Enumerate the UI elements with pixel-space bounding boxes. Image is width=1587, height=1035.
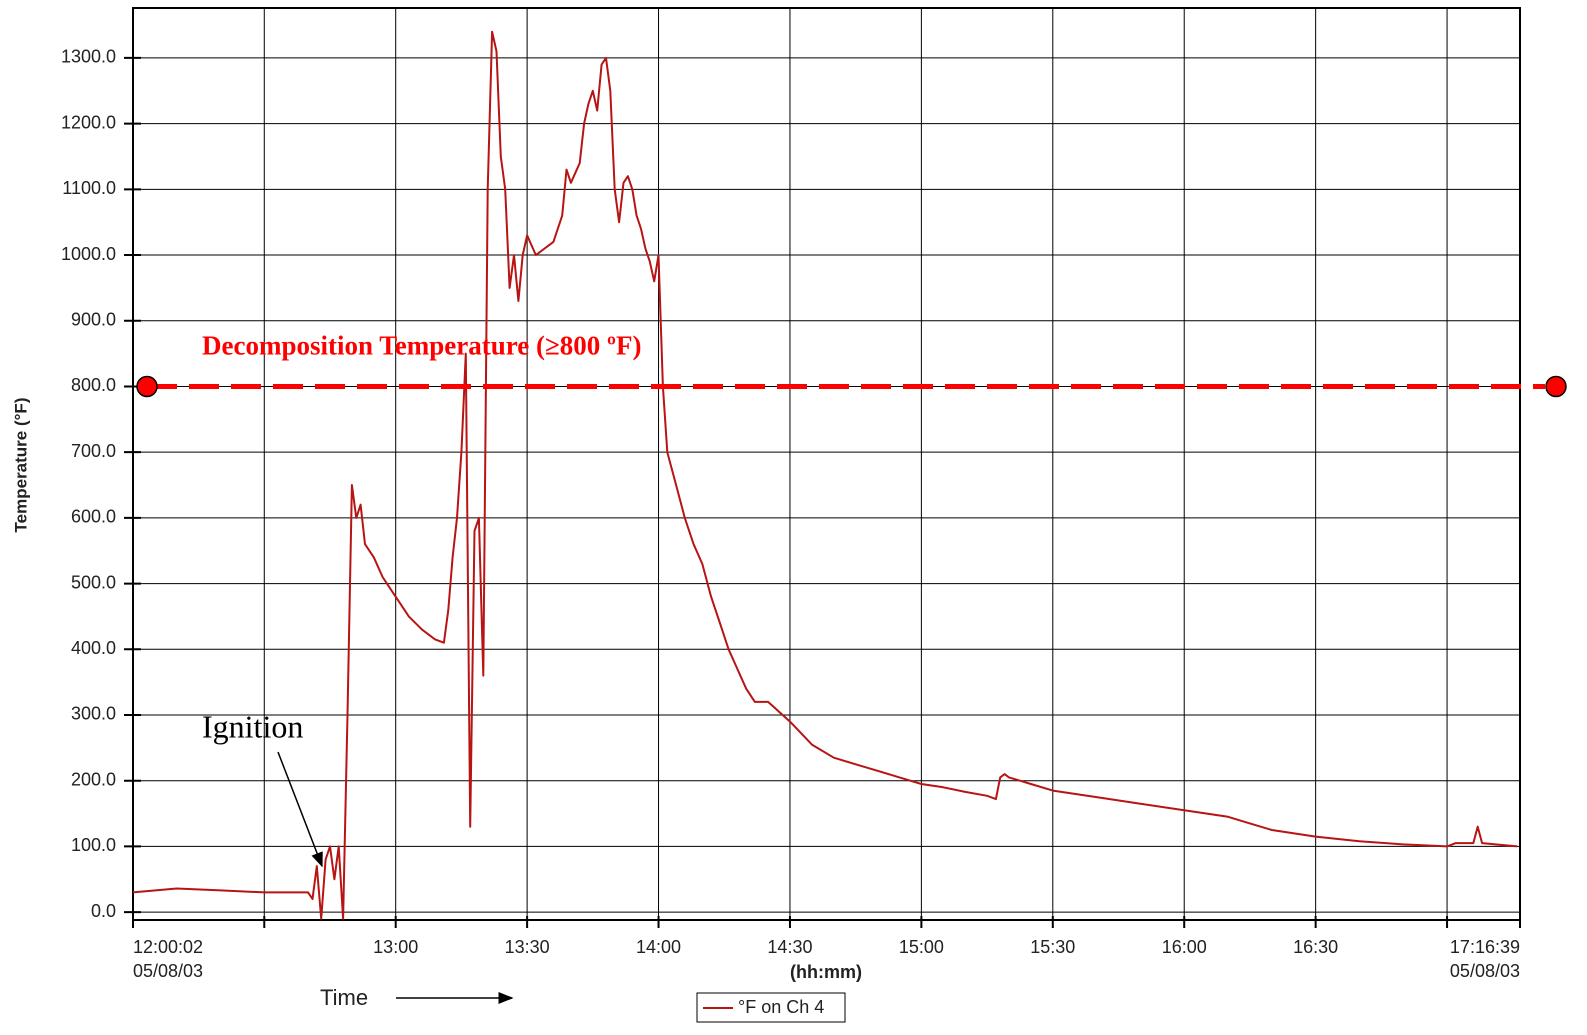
y-axis-label: Temperature (°F) (11, 398, 30, 533)
time-note: Time (320, 985, 368, 1010)
y-tick-label: 400.0 (71, 638, 116, 658)
x-tick-label: 12:00:02 (133, 937, 203, 957)
threshold-marker (1545, 375, 1567, 398)
x-tick-label: 15:00 (899, 937, 944, 957)
y-tick-label: 200.0 (71, 769, 116, 789)
y-tick-label: 800.0 (71, 375, 116, 395)
x-tick-label: 16:30 (1293, 937, 1338, 957)
x-tick-date: 05/08/03 (133, 961, 203, 981)
x-tick-label: 15:30 (1030, 937, 1075, 957)
y-tick-label: 700.0 (71, 441, 116, 461)
ignition-label: Ignition (202, 708, 303, 744)
y-tick-label: 0.0 (91, 901, 116, 921)
x-axis-label: (hh:mm) (790, 962, 862, 982)
legend (696, 992, 846, 1023)
x-tick-label: 17:16:39 (1450, 937, 1520, 957)
y-tick-label: 900.0 (71, 310, 116, 330)
threshold-label: Decomposition Temperature (≥800 ºF) (202, 331, 641, 361)
x-tick-label: 14:30 (767, 937, 812, 957)
y-tick-label: 1100.0 (62, 178, 116, 198)
y-tick-label: 100.0 (71, 835, 116, 855)
threshold-marker (136, 375, 158, 398)
x-tick-label: 16:00 (1162, 937, 1207, 957)
x-tick-date: 05/08/03 (1450, 961, 1520, 981)
y-tick-label: 500.0 (71, 572, 116, 592)
x-tick-label: 13:00 (373, 937, 418, 957)
plot-frame (132, 7, 1521, 921)
x-tick-label: 14:00 (636, 937, 681, 957)
y-tick-label: 1300.0 (61, 47, 116, 67)
y-tick-label: 300.0 (71, 704, 116, 724)
series-line (132, 30, 1518, 920)
ignition-arrow (277, 751, 323, 868)
y-tick-label: 1200.0 (61, 112, 116, 132)
y-tick-label: 600.0 (71, 507, 116, 527)
y-tick-label: 1000.0 (61, 244, 116, 264)
legend-label: °F on Ch 4 (738, 997, 824, 1017)
x-tick-label: 13:30 (505, 937, 550, 957)
